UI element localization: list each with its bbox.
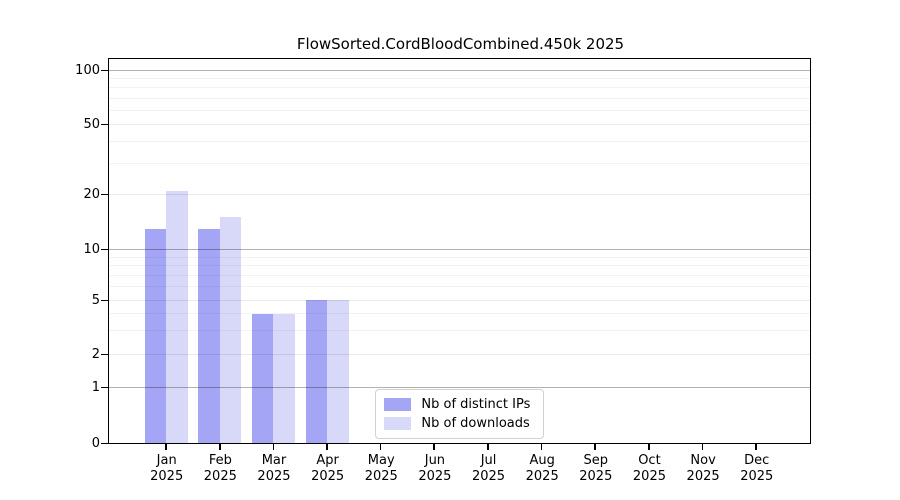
y-tick-label-50: 50 (83, 117, 100, 132)
legend-label-downloads: Nb of downloads (421, 416, 530, 432)
x-tick-mark-sep (594, 443, 596, 450)
y-tick-label-1: 1 (91, 380, 100, 395)
y-tick-mark-5 (100, 299, 108, 302)
x-tick-year: 2025 (740, 469, 774, 484)
x-tick-label-sep: Sep 2025 (553, 453, 639, 485)
bar-nb-of-distinct-ips-mar (251, 313, 274, 444)
y-tick-mark-1 (100, 386, 108, 389)
y-tick-mark-50 (100, 123, 108, 126)
x-tick-year: 2025 (525, 469, 559, 484)
x-tick-mark-aug (540, 443, 543, 450)
legend-label-distinct-ips: Nb of distinct IPs (421, 397, 531, 413)
x-tick-month: Sep (583, 453, 609, 468)
bar-nb-of-distinct-ips-feb (198, 228, 220, 444)
x-tick-mark-jul (487, 443, 489, 450)
bar-nb-of-downloads-mar (273, 313, 295, 444)
y-tick-mark-10 (100, 248, 108, 251)
x-tick-year: 2025 (579, 469, 613, 484)
x-tick-year: 2025 (311, 469, 345, 484)
y-tick-mark-2 (100, 353, 108, 356)
bar-nb-of-distinct-ips-jan (144, 228, 167, 444)
x-tick-label-may: May 2025 (338, 453, 424, 485)
chart-title: FlowSorted.CordBloodCombined.450k 2025 (296, 35, 625, 53)
x-tick-mark-feb (218, 443, 221, 450)
gridline-y-40 (109, 140, 811, 142)
plot-area: Nb of distinct IPs Nb of downloads (100, 58, 812, 450)
x-tick-mark-dec (755, 443, 757, 450)
x-tick-month: Jul (480, 453, 497, 468)
x-tick-mark-oct (648, 443, 650, 450)
y-tick-mark-100 (100, 69, 108, 72)
gridline-y-60 (109, 109, 811, 111)
gridline-y-20 (109, 193, 811, 195)
y-tick-label-10: 10 (83, 242, 100, 257)
bar-nb-of-downloads-apr (327, 300, 349, 444)
x-tick-label-oct: Oct 2025 (606, 453, 692, 485)
x-tick-label-jun: Jun 2025 (392, 453, 478, 485)
y-tick-label-100: 100 (75, 63, 100, 78)
x-tick-year: 2025 (257, 469, 291, 484)
legend-swatch-downloads (384, 417, 412, 431)
x-tick-month: Mar (261, 453, 287, 468)
x-tick-month: Oct (638, 453, 661, 468)
x-tick-year: 2025 (471, 469, 506, 484)
x-tick-month: Jan (156, 453, 177, 468)
x-tick-mark-nov (701, 443, 704, 450)
gridline-y-100 (109, 69, 811, 71)
legend-item-downloads: Nb of downloads (384, 414, 535, 433)
x-tick-mark-may (379, 443, 382, 450)
x-tick-label-feb: Feb 2025 (177, 453, 263, 485)
legend: Nb of distinct IPs Nb of downloads (375, 389, 545, 440)
y-tick-mark-0 (100, 442, 108, 445)
x-tick-year: 2025 (203, 469, 237, 484)
gridline-y-50 (109, 123, 811, 125)
x-tick-label-nov: Nov 2025 (660, 453, 746, 485)
y-tick-label-0: 0 (91, 436, 100, 451)
x-tick-label-apr: Apr 2025 (285, 453, 371, 485)
x-tick-mark-apr (326, 443, 328, 450)
x-tick-month: Nov (690, 453, 716, 468)
x-tick-year: 2025 (418, 469, 452, 484)
legend-item-distinct-ips: Nb of distinct IPs (384, 395, 535, 414)
x-tick-year: 2025 (364, 469, 398, 484)
bar-nb-of-downloads-jan (166, 190, 188, 444)
x-tick-label-jul: Jul 2025 (446, 453, 532, 485)
x-tick-month: May (367, 453, 395, 468)
x-tick-month: Jun (424, 453, 446, 468)
legend-swatch-distinct-ips (384, 398, 412, 412)
x-tick-mark-mar (272, 443, 275, 450)
gridline-y-80 (109, 87, 811, 89)
gridline-y-90 (109, 78, 811, 80)
bar-nb-of-distinct-ips-apr (305, 300, 327, 444)
x-tick-month: Dec (744, 453, 770, 468)
x-tick-year: 2025 (632, 469, 666, 484)
x-tick-mark-jan (165, 443, 167, 450)
y-tick-label-20: 20 (83, 187, 100, 202)
x-tick-label-dec: Dec 2025 (714, 453, 800, 485)
x-tick-year: 2025 (150, 469, 184, 484)
y-tick-label-5: 5 (91, 293, 100, 308)
bar-nb-of-downloads-feb (219, 217, 242, 444)
x-tick-label-aug: Aug 2025 (499, 453, 585, 485)
x-tick-month: Feb (208, 453, 232, 468)
x-tick-mark-jun (433, 443, 436, 450)
x-tick-month: Aug (529, 453, 555, 468)
x-tick-label-mar: Mar 2025 (231, 453, 317, 485)
y-tick-label-2: 2 (91, 347, 100, 362)
gridline-y-70 (109, 97, 811, 99)
x-tick-label-jan: Jan 2025 (124, 453, 210, 485)
y-tick-mark-20 (100, 193, 108, 196)
x-tick-year: 2025 (686, 469, 720, 484)
gridline-y-30 (109, 162, 811, 164)
x-tick-month: Apr (316, 453, 339, 468)
